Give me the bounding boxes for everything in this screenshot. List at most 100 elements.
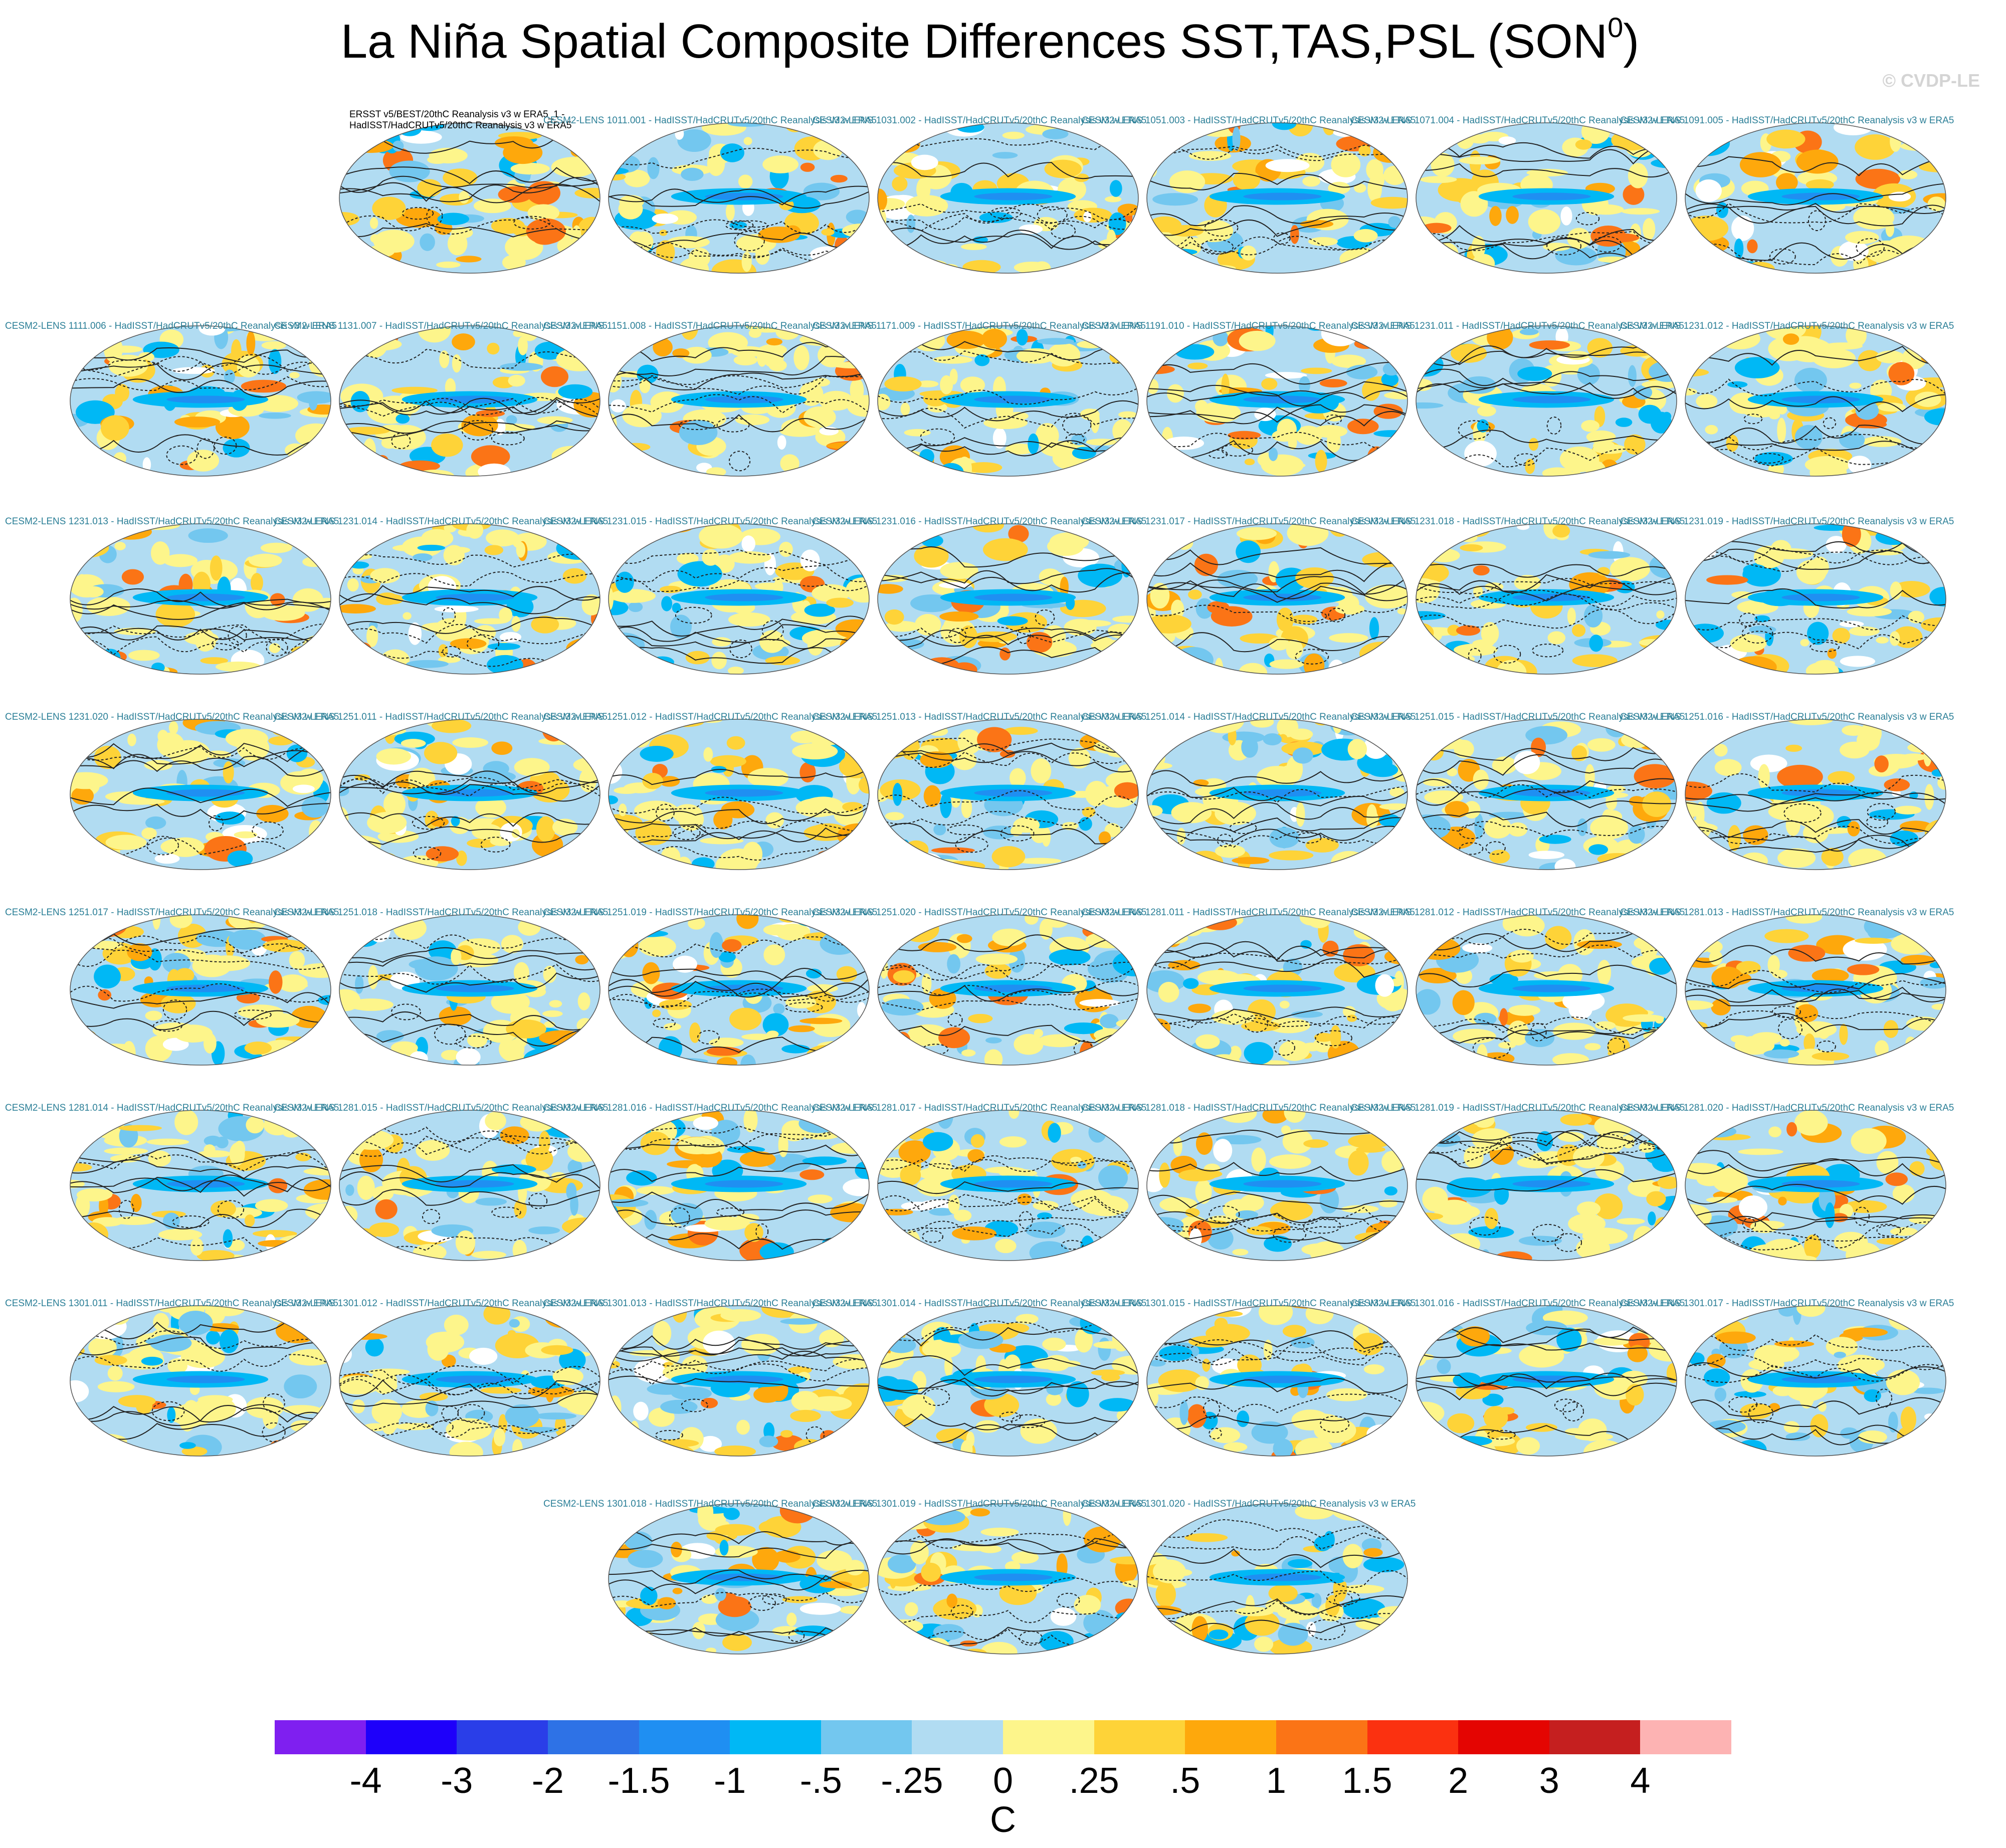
psl-contour xyxy=(1204,219,1239,237)
anomaly-region xyxy=(107,1366,123,1381)
panel-title: CESM2-LENS 1251.019 - HadISST/HadCRUTv5/… xyxy=(543,907,878,918)
map-outline xyxy=(608,1503,870,1655)
anomaly-region xyxy=(70,597,83,623)
psl-contour xyxy=(669,1207,690,1228)
anomaly-region xyxy=(999,1581,1037,1605)
anomaly-region xyxy=(1890,831,1919,847)
anomaly-region xyxy=(287,1309,324,1316)
anomaly-region xyxy=(256,1012,300,1028)
psl-contour xyxy=(1685,156,1946,176)
anomaly-region xyxy=(339,935,348,955)
anomaly-region xyxy=(1195,1179,1212,1204)
psl-contour xyxy=(339,1189,600,1206)
anomaly-region xyxy=(470,770,516,783)
anomaly-region xyxy=(1724,1252,1737,1261)
anomaly-region xyxy=(1147,162,1157,177)
anomaly-region xyxy=(167,1358,188,1374)
psl-contour xyxy=(339,166,600,184)
psl-contour xyxy=(609,147,869,169)
anomaly-region xyxy=(1832,628,1850,644)
anomaly-region xyxy=(1116,1612,1136,1622)
anomaly-region xyxy=(128,650,160,661)
anomaly-region xyxy=(922,1132,953,1151)
map-outline xyxy=(877,523,1139,675)
map-outline xyxy=(339,1305,600,1457)
anomaly-region xyxy=(1423,777,1452,786)
anomaly-region xyxy=(272,725,303,737)
anomaly-region xyxy=(1888,1411,1898,1433)
psl-contour xyxy=(70,756,331,777)
cold-tongue-core xyxy=(436,984,514,992)
anomaly-region xyxy=(826,442,869,450)
anomaly-region xyxy=(1843,1200,1887,1213)
anomaly-region xyxy=(1821,848,1844,867)
cold-tongue-core xyxy=(1243,192,1322,200)
map-panel xyxy=(878,1306,1138,1456)
anomaly-region xyxy=(1147,1525,1171,1532)
psl-contour xyxy=(1416,811,1677,828)
cold-tongue-core xyxy=(974,1375,1053,1383)
psl-contour xyxy=(1217,834,1233,848)
map-outline xyxy=(877,1305,1139,1457)
anomaly-region xyxy=(1379,1426,1408,1446)
anomaly-region xyxy=(1777,418,1786,443)
anomaly-region xyxy=(1898,1058,1930,1065)
psl-contour xyxy=(196,438,215,459)
anomaly-region xyxy=(715,1588,726,1601)
anomaly-region xyxy=(985,1037,1002,1044)
anomaly-region xyxy=(640,1131,671,1155)
anomaly-region xyxy=(1825,1202,1835,1228)
psl-contour xyxy=(1685,1221,1946,1242)
psl-contour xyxy=(609,1125,869,1144)
anomaly-region xyxy=(1685,734,1701,752)
anomaly-region xyxy=(347,138,393,153)
anomaly-region xyxy=(311,1328,331,1343)
anomaly-region xyxy=(121,569,144,585)
anomaly-region xyxy=(1385,1617,1408,1627)
map-panel xyxy=(1147,915,1408,1065)
anomaly-region xyxy=(609,1319,640,1337)
anomaly-region xyxy=(1075,1328,1093,1353)
psl-contour xyxy=(402,207,434,220)
anomaly-region xyxy=(1074,208,1112,223)
anomaly-region xyxy=(1358,145,1371,157)
anomaly-region xyxy=(1900,820,1932,833)
anomaly-region xyxy=(1839,1023,1848,1045)
anomaly-region xyxy=(808,1252,845,1261)
anomaly-region xyxy=(1180,1050,1220,1065)
anomaly-region xyxy=(467,1033,487,1048)
psl-contour xyxy=(1685,425,1946,445)
anomaly-region xyxy=(383,800,394,810)
psl-contour xyxy=(878,810,1138,829)
anomaly-region xyxy=(1847,821,1860,837)
anomaly-region xyxy=(227,850,253,867)
anomaly-region xyxy=(1685,245,1713,260)
psl-contour xyxy=(1147,770,1408,787)
map-outline xyxy=(1685,325,1946,477)
cold-tongue-core xyxy=(705,789,783,797)
anomaly-region xyxy=(1363,1557,1405,1572)
anomaly-region xyxy=(1158,981,1179,1003)
anomaly-region xyxy=(1706,1046,1729,1058)
anomaly-region xyxy=(1794,1110,1828,1136)
anomaly-region xyxy=(703,747,713,762)
anomaly-region xyxy=(719,1540,729,1556)
psl-contour xyxy=(1147,1162,1408,1182)
anomaly-region xyxy=(846,210,869,225)
panel-title: CESM2-LENS 1281.018 - HadISST/HadCRUTv5/… xyxy=(1082,1103,1416,1113)
anomaly-region xyxy=(269,643,281,653)
psl-contour xyxy=(731,220,768,231)
anomaly-region xyxy=(289,951,305,969)
anomaly-region xyxy=(923,785,941,807)
anomaly-region xyxy=(921,1509,965,1525)
anomaly-region xyxy=(339,1230,371,1249)
anomaly-region xyxy=(900,839,909,850)
anomaly-region xyxy=(215,811,245,825)
anomaly-region xyxy=(1105,196,1122,202)
anomaly-region xyxy=(628,601,643,612)
anomaly-region xyxy=(70,1233,80,1249)
anomaly-region xyxy=(145,816,166,830)
psl-contour xyxy=(655,1429,683,1441)
anomaly-region xyxy=(738,174,753,189)
anomaly-region xyxy=(104,1147,148,1155)
